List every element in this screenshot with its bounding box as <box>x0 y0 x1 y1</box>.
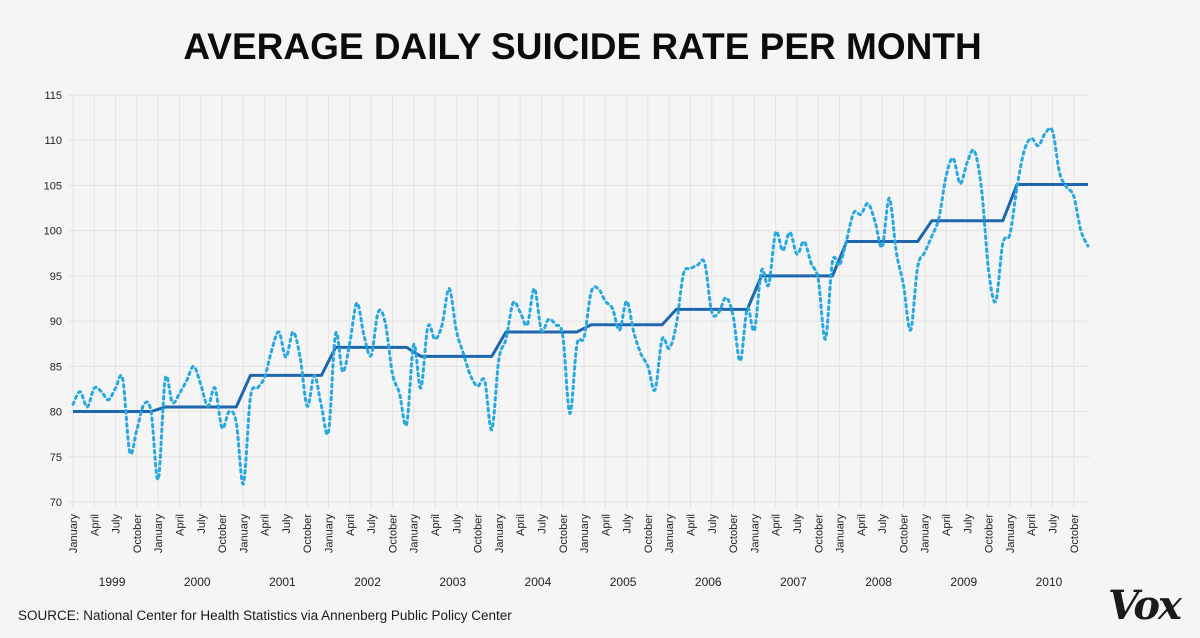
month-tick-label: January <box>494 514 506 554</box>
year-label: 2010 <box>1036 575 1063 589</box>
year-label: 2005 <box>610 575 637 589</box>
month-tick-label: October <box>302 514 314 553</box>
source-note: SOURCE: National Center for Health Stati… <box>18 608 512 623</box>
month-tick-label: July <box>451 514 463 534</box>
month-tick-label: January <box>153 514 165 554</box>
year-label: 2002 <box>354 575 381 589</box>
year-label: 2001 <box>269 575 296 589</box>
y-tick-label: 75 <box>50 452 62 464</box>
year-label: 2008 <box>865 575 892 589</box>
month-tick-label: January <box>238 514 250 554</box>
month-tick-label: July <box>366 514 378 534</box>
vox-logo: Vox <box>1108 582 1182 629</box>
month-tick-label: April <box>89 514 101 536</box>
month-tick-label: January <box>68 514 80 554</box>
annual-average-line <box>73 183 1088 414</box>
y-tick-label: 115 <box>44 90 62 102</box>
month-tick-label: April <box>686 514 698 536</box>
y-tick-label: 105 <box>44 180 62 192</box>
month-tick-label: April <box>600 514 612 536</box>
month-tick-label: April <box>260 514 272 536</box>
month-tick-label: April <box>430 514 442 536</box>
month-tick-label: October <box>473 514 485 553</box>
month-tick-label: July <box>196 514 208 534</box>
month-tick-label: January <box>324 514 336 554</box>
month-tick-label: July <box>1048 514 1060 534</box>
month-tick-label: October <box>387 514 399 553</box>
month-tick-label: July <box>707 514 719 534</box>
y-tick-label: 70 <box>50 497 62 509</box>
monthly-dotted-line <box>71 126 1090 486</box>
month-tick-label: July <box>622 514 634 534</box>
month-tick-label: January <box>749 514 761 554</box>
month-tick-label: October <box>984 514 996 553</box>
month-tick-label: October <box>132 514 144 553</box>
month-tick-label: January <box>835 514 847 554</box>
y-tick-label: 85 <box>50 361 62 373</box>
year-label: 2006 <box>695 575 722 589</box>
year-label: 1999 <box>99 575 126 589</box>
month-tick-label: July <box>281 514 293 534</box>
y-tick-label: 100 <box>44 226 62 238</box>
month-tick-label: October <box>217 514 229 553</box>
month-tick-label: October <box>813 514 825 553</box>
year-label: 2000 <box>184 575 211 589</box>
year-label: 2003 <box>439 575 466 589</box>
y-tick-label: 90 <box>50 316 62 328</box>
month-tick-label: January <box>920 514 932 554</box>
year-label: 2009 <box>950 575 977 589</box>
month-tick-label: October <box>558 514 570 553</box>
x-axis-ticks: January April July October January April July O… <box>68 514 1081 554</box>
y-tick-label: 110 <box>44 135 62 147</box>
month-tick-label: July <box>111 514 123 534</box>
month-tick-label: April <box>1026 514 1038 536</box>
month-tick-label: October <box>898 514 910 553</box>
year-label: 2004 <box>525 575 552 589</box>
y-tick-label: 95 <box>50 271 62 283</box>
month-tick-label: January <box>664 514 676 554</box>
month-tick-label: April <box>515 514 527 536</box>
month-tick-label: July <box>962 514 974 534</box>
line-chart: 70 75 80 85 90 95 100 105 110 115 January April Jul… <box>44 90 1090 589</box>
month-tick-label: October <box>643 514 655 553</box>
month-tick-label: October <box>728 514 740 553</box>
month-tick-label: July <box>536 514 548 534</box>
monthly-series <box>71 126 1090 486</box>
annual-average-series <box>73 183 1088 414</box>
month-tick-label: January <box>1005 514 1017 554</box>
month-tick-label: April <box>771 514 783 536</box>
month-tick-label: April <box>941 514 953 536</box>
month-tick-label: October <box>1069 514 1081 553</box>
month-tick-label: January <box>579 514 591 554</box>
grid <box>68 94 1090 508</box>
chart-title: AVERAGE DAILY SUICIDE RATE PER MONTH <box>183 26 982 67</box>
month-tick-label: July <box>792 514 804 534</box>
month-tick-label: April <box>856 514 868 536</box>
month-tick-label: April <box>345 514 357 536</box>
y-tick-label: 80 <box>50 407 62 419</box>
month-tick-label: July <box>877 514 889 534</box>
y-axis-ticks: 70 75 80 85 90 95 100 105 110 115 <box>44 90 62 509</box>
month-tick-label: January <box>409 514 421 554</box>
year-label: 2007 <box>780 575 807 589</box>
year-labels: 1999 2000 2001 2002 2003 2004 2005 2006 2007 2008… <box>99 575 1063 589</box>
month-tick-label: April <box>174 514 186 536</box>
